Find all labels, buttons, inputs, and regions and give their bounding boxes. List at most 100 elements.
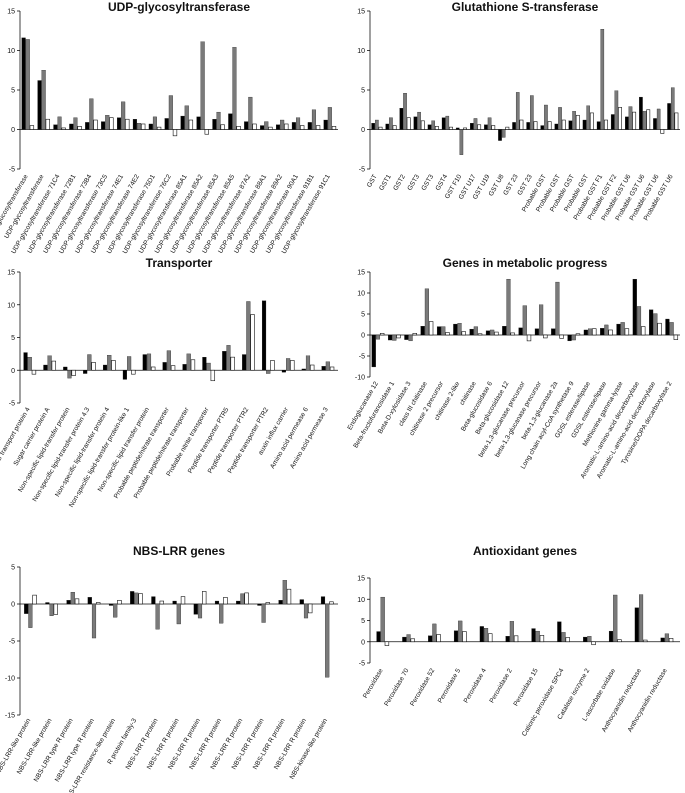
bar-series-2-8 bbox=[166, 350, 171, 371]
bar-series-2-13 bbox=[571, 334, 576, 341]
bar-series-1-12 bbox=[257, 603, 262, 606]
bar-series-2-11 bbox=[226, 345, 231, 371]
bar-series-1-8 bbox=[470, 123, 474, 130]
x-category-label: Peroxidase 4 bbox=[463, 667, 488, 704]
bar-series-2-6 bbox=[445, 115, 450, 130]
bar-series-3-6 bbox=[138, 593, 143, 605]
y-tick-label: 5 bbox=[11, 565, 15, 572]
bar-series-3-4 bbox=[77, 126, 82, 130]
bar-series-1-5 bbox=[85, 122, 90, 130]
bar-series-2-13 bbox=[282, 580, 287, 605]
bar-series-3-4 bbox=[420, 120, 425, 130]
bar-series-1-4 bbox=[83, 370, 88, 374]
y-tick-label: -5 bbox=[359, 661, 365, 668]
bar-series-3-15 bbox=[309, 364, 315, 371]
bar-series-1-6 bbox=[122, 370, 127, 380]
bar-series-2-22 bbox=[670, 87, 675, 130]
bar-series-1-15 bbox=[568, 120, 573, 130]
bar-series-2-3 bbox=[432, 623, 437, 642]
bar-series-2-10 bbox=[206, 362, 211, 371]
y-tick-label: 0 bbox=[11, 368, 15, 375]
bar-series-1-2 bbox=[37, 80, 42, 130]
bar-series-3-7 bbox=[477, 333, 483, 336]
bar-series-2-14 bbox=[286, 358, 291, 371]
x-category-label: NBS-LRR type R protein bbox=[33, 717, 75, 783]
bar-series-1-8 bbox=[132, 119, 137, 130]
bar-series-2-10 bbox=[613, 594, 618, 642]
bar-series-1-2 bbox=[402, 636, 407, 642]
bar-series-1-9 bbox=[583, 636, 588, 642]
bar-series-3-17 bbox=[284, 123, 289, 130]
bar-series-1-5 bbox=[108, 603, 114, 606]
bar-series-2-10 bbox=[219, 603, 224, 624]
bar-series-2-11 bbox=[240, 593, 245, 605]
bar-series-3-21 bbox=[660, 129, 665, 134]
bar-series-2-7 bbox=[535, 630, 540, 642]
bar-series-3-7 bbox=[159, 600, 164, 605]
y-tick-label: 10 bbox=[357, 48, 365, 55]
y-tick-label: 15 bbox=[357, 576, 365, 583]
bar-series-1-9 bbox=[193, 603, 198, 615]
x-category-label: GST2 bbox=[392, 173, 407, 192]
bar-series-1-11 bbox=[180, 115, 185, 130]
bar-series-1-12 bbox=[242, 354, 247, 371]
bar-series-3-11 bbox=[543, 334, 548, 339]
y-tick-label: 10 bbox=[7, 302, 15, 309]
bar-series-3-14 bbox=[592, 328, 597, 336]
bar-series-2-1 bbox=[27, 356, 32, 371]
bar-series-1-18 bbox=[291, 122, 296, 130]
bar-series-3-13 bbox=[547, 121, 552, 130]
bar-series-1-19 bbox=[665, 318, 670, 336]
panel-title: Genes in metabolic progress bbox=[443, 256, 608, 270]
bar-series-3-16 bbox=[329, 366, 335, 371]
bar-series-3-1 bbox=[32, 594, 37, 605]
bar-series-1-11 bbox=[236, 600, 241, 605]
bar-series-2-17 bbox=[600, 29, 605, 130]
bar-series-2-9 bbox=[186, 353, 191, 371]
bar-series-3-8 bbox=[477, 124, 482, 130]
bar-series-1-13 bbox=[540, 125, 545, 130]
bar-series-3-13 bbox=[220, 124, 225, 130]
bar-series-1-6 bbox=[453, 323, 458, 336]
bar-series-2-5 bbox=[89, 98, 94, 130]
bar-series-3-5 bbox=[93, 119, 98, 130]
bar-series-2-6 bbox=[134, 592, 139, 605]
bar-series-3-1 bbox=[378, 126, 383, 130]
bar-series-1-7 bbox=[469, 328, 474, 336]
x-category-label: Peroxidase 70 bbox=[383, 667, 410, 707]
bar-series-3-5 bbox=[488, 633, 493, 643]
bar-series-2-12 bbox=[664, 633, 669, 642]
bar-series-2-5 bbox=[107, 355, 112, 371]
bar-series-1-21 bbox=[653, 118, 657, 130]
bar-series-3-1 bbox=[31, 369, 37, 375]
bar-series-3-11 bbox=[188, 119, 194, 130]
y-tick-label: -5 bbox=[9, 401, 15, 408]
bar-series-2-12 bbox=[261, 603, 266, 623]
bar-series-1-15 bbox=[301, 368, 306, 371]
bar-series-2-20 bbox=[642, 111, 647, 130]
bar-series-2-15 bbox=[604, 324, 609, 336]
bar-series-3-8 bbox=[180, 596, 186, 605]
bar-series-2-2 bbox=[41, 70, 46, 130]
bar-series-2-1 bbox=[375, 119, 379, 130]
y-tick-label: -10 bbox=[355, 375, 365, 382]
bar-series-3-12 bbox=[533, 121, 538, 130]
bar-series-2-16 bbox=[325, 361, 330, 371]
bar-series-2-12 bbox=[246, 301, 251, 371]
y-tick-label: 15 bbox=[357, 270, 365, 277]
bar-series-1-7 bbox=[116, 117, 122, 130]
bar-series-1-1 bbox=[21, 37, 26, 130]
bar-series-3-8 bbox=[565, 637, 570, 643]
bar-series-2-2 bbox=[47, 355, 52, 371]
bar-series-1-20 bbox=[639, 96, 643, 130]
bar-series-3-16 bbox=[589, 112, 594, 130]
bar-series-3-1 bbox=[379, 333, 385, 336]
bar-series-1-19 bbox=[625, 116, 629, 130]
bar-series-1-15 bbox=[244, 121, 249, 130]
x-category-label: Peroxidase bbox=[362, 667, 385, 699]
bar-series-3-10 bbox=[210, 369, 216, 382]
bar-series-2-4 bbox=[424, 288, 429, 336]
y-tick-label: 0 bbox=[361, 333, 365, 340]
bar-series-1-4 bbox=[453, 630, 459, 642]
bar-series-2-9 bbox=[587, 636, 592, 642]
